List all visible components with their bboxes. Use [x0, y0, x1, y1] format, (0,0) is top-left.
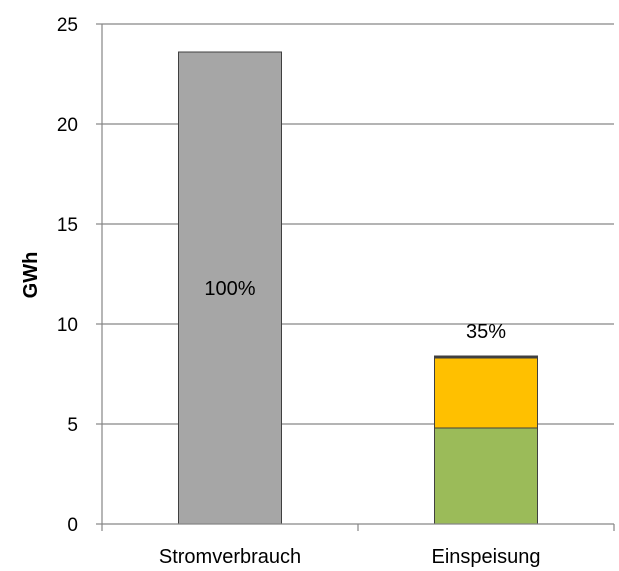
category-labels: Stromverbrauch Einspeisung [159, 546, 541, 568]
y-axis-ticks: 0 5 10 15 20 25 [57, 15, 102, 536]
y-axis-title: GWh [20, 252, 42, 299]
y-tick-label: 25 [57, 15, 78, 36]
y-tick-label: 15 [57, 215, 78, 236]
data-label: 100% [204, 278, 255, 300]
data-labels: 100% 35% [204, 278, 506, 343]
bar-segment-einspeisung-1 [434, 427, 538, 525]
category-label: Einspeisung [432, 546, 541, 568]
y-tick-label: 10 [57, 315, 78, 336]
y-tick-label: 0 [67, 515, 78, 536]
y-tick-label: 20 [57, 115, 78, 136]
data-label: 35% [466, 321, 506, 343]
bar-segment-einspeisung-2 [434, 357, 538, 429]
axes [101, 24, 615, 531]
category-label: Stromverbrauch [159, 546, 301, 568]
bar-segment-stromverbrauch-0 [178, 51, 282, 525]
bar-segment-einspeisung-3 [434, 355, 538, 359]
bars [178, 51, 538, 525]
y-tick-label: 5 [67, 415, 78, 436]
